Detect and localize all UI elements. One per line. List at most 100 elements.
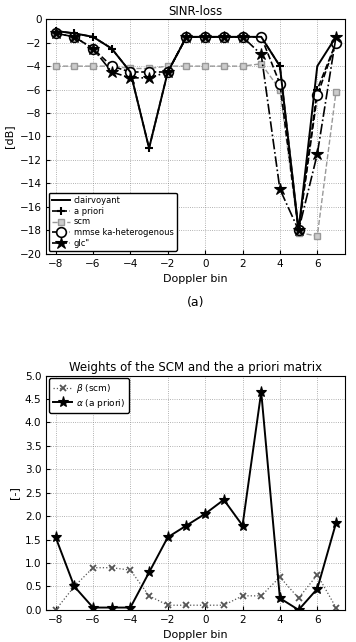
scm — [72, 62, 77, 70]
Y-axis label: [dB]: [dB] — [4, 125, 14, 148]
clairvoyant — [259, 33, 263, 40]
$\alpha$ (a priori) — [72, 582, 77, 590]
clairvoyant — [203, 33, 207, 40]
Line: $\alpha$ (a priori): $\alpha$ (a priori) — [50, 386, 341, 616]
$\beta$ (scm) — [278, 573, 282, 581]
$\beta$ (scm) — [222, 602, 226, 609]
Line: clairvoyant: clairvoyant — [56, 31, 336, 230]
a priori — [128, 68, 132, 76]
glc" — [334, 33, 338, 40]
$\alpha$ (a priori) — [147, 569, 151, 577]
mmse ka-heterogenous — [166, 68, 170, 76]
scm — [91, 62, 95, 70]
scm — [128, 65, 132, 73]
$\alpha$ (a priori) — [259, 388, 263, 395]
mmse ka-heterogenous — [203, 33, 207, 40]
scm — [315, 232, 319, 240]
$\beta$ (scm) — [334, 603, 338, 611]
Line: scm: scm — [52, 60, 340, 239]
scm — [240, 62, 245, 70]
a priori — [315, 86, 319, 94]
mmse ka-heterogenous — [334, 39, 338, 47]
$\beta$ (scm) — [128, 566, 132, 574]
clairvoyant — [147, 144, 151, 152]
$\beta$ (scm) — [166, 602, 170, 609]
glc" — [53, 30, 58, 37]
$\alpha$ (a priori) — [222, 496, 226, 503]
scm — [110, 62, 114, 70]
mmse ka-heterogenous — [297, 227, 301, 234]
glc" — [240, 33, 245, 40]
Line: mmse ka-heterogenous: mmse ka-heterogenous — [51, 28, 341, 235]
scm — [166, 62, 170, 70]
glc" — [297, 227, 301, 234]
$\alpha$ (a priori) — [297, 606, 301, 614]
a priori — [297, 227, 301, 234]
glc" — [315, 150, 319, 158]
scm — [297, 229, 301, 236]
scm — [259, 60, 263, 67]
a priori — [334, 39, 338, 47]
glc" — [91, 45, 95, 53]
$\alpha$ (a priori) — [128, 603, 132, 611]
clairvoyant — [240, 33, 245, 40]
clairvoyant — [53, 27, 58, 35]
$\alpha$ (a priori) — [315, 585, 319, 593]
$\alpha$ (a priori) — [110, 603, 114, 611]
Legend: $\beta$ (scm), $\alpha$ (a priori): $\beta$ (scm), $\alpha$ (a priori) — [49, 378, 129, 413]
mmse ka-heterogenous — [128, 68, 132, 76]
clairvoyant — [184, 33, 189, 40]
$\alpha$ (a priori) — [334, 519, 338, 527]
scm — [147, 65, 151, 73]
Line: glc": glc" — [49, 27, 342, 236]
mmse ka-heterogenous — [222, 33, 226, 40]
a priori — [240, 33, 245, 40]
$\beta$ (scm) — [147, 592, 151, 600]
glc" — [203, 33, 207, 40]
a priori — [147, 144, 151, 152]
a priori — [222, 33, 226, 40]
clairvoyant — [315, 62, 319, 70]
glc" — [110, 68, 114, 76]
scm — [278, 86, 282, 94]
glc" — [147, 74, 151, 82]
clairvoyant — [91, 33, 95, 40]
a priori — [259, 33, 263, 40]
mmse ka-heterogenous — [315, 92, 319, 100]
mmse ka-heterogenous — [184, 33, 189, 40]
a priori — [91, 33, 95, 40]
mmse ka-heterogenous — [53, 30, 58, 37]
clairvoyant — [297, 227, 301, 234]
$\alpha$ (a priori) — [184, 522, 189, 530]
$\alpha$ (a priori) — [240, 522, 245, 530]
glc" — [278, 186, 282, 193]
a priori — [203, 33, 207, 40]
scm — [53, 62, 58, 70]
$\alpha$ (a priori) — [166, 534, 170, 541]
X-axis label: Doppler bin: Doppler bin — [163, 630, 228, 640]
scm — [184, 62, 189, 70]
mmse ka-heterogenous — [259, 33, 263, 40]
$\alpha$ (a priori) — [53, 534, 58, 541]
mmse ka-heterogenous — [278, 80, 282, 87]
glc" — [259, 51, 263, 58]
$\alpha$ (a priori) — [91, 603, 95, 611]
Title: SINR-loss: SINR-loss — [169, 5, 223, 18]
$\beta$ (scm) — [315, 571, 319, 578]
a priori — [184, 33, 189, 40]
mmse ka-heterogenous — [91, 45, 95, 53]
$\alpha$ (a priori) — [278, 594, 282, 602]
$\beta$ (scm) — [72, 582, 77, 590]
a priori — [166, 68, 170, 76]
clairvoyant — [72, 30, 77, 37]
$\beta$ (scm) — [297, 594, 301, 602]
clairvoyant — [278, 62, 282, 70]
$\alpha$ (a priori) — [203, 510, 207, 517]
$\beta$ (scm) — [53, 606, 58, 614]
mmse ka-heterogenous — [72, 33, 77, 40]
$\beta$ (scm) — [259, 592, 263, 600]
$\beta$ (scm) — [203, 602, 207, 609]
Legend: clairvoyant, a priori, scm, mmse ka-heterogenous, glc": clairvoyant, a priori, scm, mmse ka-hete… — [49, 193, 177, 251]
clairvoyant — [110, 45, 114, 53]
a priori — [278, 62, 282, 70]
